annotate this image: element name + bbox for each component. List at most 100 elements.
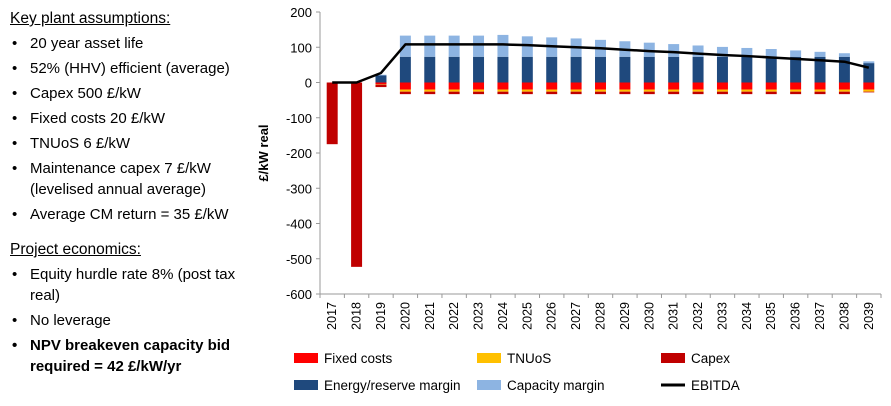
chart-line (332, 43, 870, 84)
x-tick-label: 2025 (520, 302, 534, 330)
y-axis-label: £/kW real (256, 124, 271, 181)
bar-tnuos (375, 84, 387, 85)
bar-capacity-margin (668, 44, 680, 57)
bar-capacity-margin (863, 61, 875, 64)
bar-tnuos (619, 89, 631, 92)
bar-fixed-costs (863, 82, 875, 90)
bar-tnuos (692, 89, 704, 92)
bar-fixed-costs (790, 82, 802, 90)
x-tick-label: 2031 (667, 302, 681, 330)
x-tick-label: 2039 (862, 302, 876, 330)
bar-capex (668, 91, 680, 95)
bar-fixed-costs (546, 82, 558, 90)
bar-energy-reserve-margin (790, 56, 802, 83)
chart-axes: 200 100 0 -100 -200 -300 -400 -500 -600 2017 2018 2… (256, 5, 882, 330)
economics-item: Equity hurdle rate 8% (post tax real) (10, 264, 262, 306)
bar-energy-reserve-margin (814, 56, 826, 83)
bar-capacity-margin (375, 74, 387, 76)
bar-capex (643, 91, 655, 95)
bar-fixed-costs (716, 82, 728, 90)
bar-energy-reserve-margin (595, 56, 606, 83)
y-tick-label: -600 (286, 287, 312, 302)
bar-fixed-costs (521, 82, 533, 90)
bar-energy-reserve-margin (424, 56, 436, 83)
bar-capex (619, 91, 631, 95)
bar-capex (595, 91, 606, 95)
x-tick-label: 2033 (715, 302, 729, 330)
bar-tnuos (741, 89, 753, 92)
y-tick-label: -200 (286, 146, 312, 161)
y-tick-label: 0 (305, 76, 312, 91)
x-tick-label: 2036 (789, 302, 803, 330)
assumption-item: 52% (HHV) efficient (average) (10, 58, 262, 79)
bar-capex (570, 91, 582, 95)
bar-energy-reserve-margin (643, 56, 655, 83)
bar-fixed-costs (619, 82, 631, 90)
bar-energy-reserve-margin (668, 56, 680, 83)
bar-capex (351, 82, 363, 267)
bar-tnuos (595, 89, 606, 92)
bar-energy-reserve-margin (570, 56, 582, 83)
assumption-item: Maintenance capex 7 £/kW (levelised annu… (10, 158, 262, 200)
bar-fixed-costs (814, 82, 826, 90)
bar-tnuos (643, 89, 655, 92)
bar-capacity-margin (838, 53, 850, 57)
bar-tnuos (546, 89, 558, 92)
bar-tnuos (790, 89, 802, 92)
x-tick-label: 2034 (740, 302, 754, 330)
bar-capacity-margin (521, 36, 533, 57)
bar-fixed-costs (497, 82, 509, 90)
legend-swatch (294, 380, 318, 390)
bar-fixed-costs (570, 82, 582, 90)
key-assumptions-heading: Key plant assumptions: (10, 10, 171, 27)
bar-fixed-costs (399, 82, 411, 90)
bar-energy-reserve-margin (716, 56, 728, 83)
x-tick-label: 2018 (350, 302, 364, 330)
bar-energy-reserve-margin (741, 56, 753, 83)
bar-capacity-margin (424, 35, 436, 57)
bar-capacity-margin (765, 49, 777, 57)
legend-swatch (294, 353, 318, 363)
y-tick-label: -400 (286, 217, 312, 232)
bar-energy-reserve-margin (619, 56, 631, 83)
bar-capex (448, 91, 460, 95)
y-tick-label: 200 (290, 5, 312, 20)
x-tick-label: 2035 (764, 302, 778, 330)
x-tick-label: 2028 (594, 302, 608, 330)
bar-tnuos (716, 89, 728, 92)
bar-energy-reserve-margin (497, 56, 509, 83)
assumptions-panel: Key plant assumptions: 20 year asset lif… (10, 8, 262, 381)
assumption-item: TNUoS 6 £/kW (10, 133, 262, 154)
bar-tnuos (838, 89, 850, 92)
bar-capacity-margin (692, 45, 704, 57)
bar-fixed-costs (595, 82, 606, 90)
bar-tnuos (448, 89, 460, 92)
assumption-item: Fixed costs 20 £/kW (10, 108, 262, 129)
legend-label: Capex (691, 351, 730, 366)
x-tick-label: 2024 (496, 302, 510, 330)
chart-bars (326, 34, 875, 267)
legend-label: Capacity margin (507, 378, 605, 393)
bar-energy-reserve-margin (838, 56, 850, 83)
bar-capex (863, 91, 875, 93)
bar-tnuos (765, 89, 777, 92)
bar-energy-reserve-margin (765, 56, 777, 83)
legend-swatch (477, 380, 501, 390)
bar-tnuos (424, 89, 436, 92)
legend-label: Fixed costs (324, 351, 393, 366)
bar-tnuos (521, 89, 533, 92)
assumption-item: Average CM return = 35 £/kW (10, 204, 262, 225)
x-tick-label: 2021 (423, 302, 437, 330)
bar-capex (790, 91, 802, 95)
bar-capex (473, 91, 485, 95)
legend-swatch (661, 353, 685, 363)
bar-fixed-costs (741, 82, 753, 90)
bar-fixed-costs (473, 82, 485, 90)
x-tick-label: 2022 (447, 302, 461, 330)
bar-fixed-costs (375, 82, 387, 85)
chart-legend: Fixed costs TNUoS Capex Energy/reserve marg… (294, 351, 740, 393)
bar-fixed-costs (838, 82, 850, 90)
bar-capex (716, 91, 728, 95)
bar-energy-reserve-margin (399, 56, 411, 83)
